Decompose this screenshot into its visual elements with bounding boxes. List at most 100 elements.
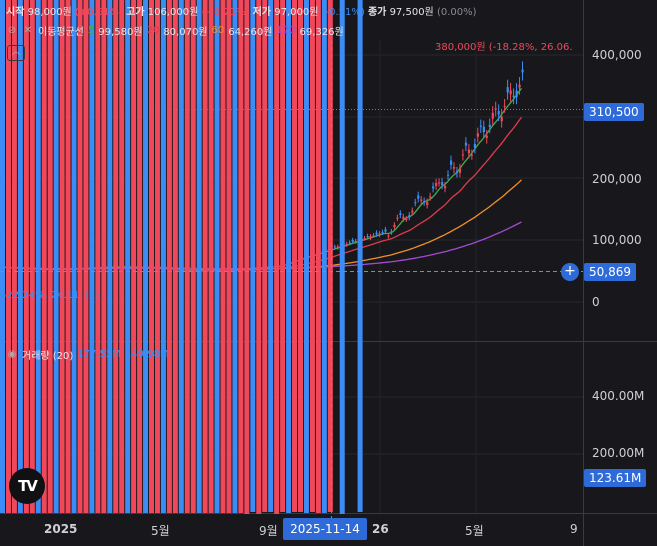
candle-body [479,125,482,127]
tradingview-logo[interactable]: TV [9,468,45,504]
candle-body [363,238,366,240]
price-tick-200k: 200,000 [592,172,642,186]
candle-body [414,202,417,204]
volume-bar [41,0,47,513]
candle-body [384,229,387,232]
ma-label: 이동평균선 [38,27,84,38]
volume-bar [298,0,303,512]
candle-body [345,243,348,245]
time-tick-sep: 9월 [259,524,278,538]
candle-body [503,105,506,107]
open-change: (+0.51%) [74,7,123,18]
price-tick-400k: 400,000 [592,48,642,62]
low-change: (-0.51%) [321,7,365,18]
candle-body [411,210,414,213]
candle-body [447,174,450,176]
volume-bar [166,0,172,513]
candle-body [506,87,509,93]
candle-body [429,196,432,198]
volume-bar [29,0,35,513]
candle-body [387,235,390,237]
candle-body [390,231,393,233]
ma120-value: 69,326원 [299,27,344,38]
candle-body [438,182,441,184]
ma20-period: 20 [146,25,160,36]
moving-average-legend: ⊘ ✕ 이동평균선 5 99,580원 20 80,070원 60 64,260… [6,23,344,39]
low-label: 저가 [252,7,272,18]
eye-icon[interactable]: ◉ [7,348,17,360]
candle-body [509,90,512,95]
ma20-value: 80,070원 [163,27,208,38]
candle-body [452,166,456,169]
volume-bar [77,0,83,513]
period-high-annotation: 380,000원 (-18.28%, 26.06. [435,42,573,53]
candle-body [482,126,485,133]
volume-bar [202,0,208,513]
candle-body [461,154,465,156]
ma120-period: 120 [276,25,296,36]
volume-bar [23,0,29,513]
eye-hidden-icon[interactable]: ⊘ [7,24,17,36]
volume-bar [274,0,280,514]
ma5-value: 99,580원 [98,27,143,38]
close-icon[interactable]: ✕ [23,24,33,36]
volume-bar [232,0,238,513]
candle-body [500,116,503,122]
volume-bar [59,0,65,513]
candle-body [432,186,435,189]
low-value: 97,000원 [274,7,319,18]
candle-body [470,154,474,156]
candle-body [333,246,336,248]
volume-bar [101,0,107,513]
crosshair-price-tag: 50,869 [584,263,636,281]
volume-bar [292,0,298,512]
volume-label: 거래량 (20) [22,351,74,362]
candle-body [393,224,396,228]
volume-bar [220,0,226,513]
volume-bar [286,0,292,513]
volume-bar [226,0,232,513]
volume-bar [119,0,125,513]
last-volume-tag: 123.61M [584,469,647,487]
volume-bar [256,0,262,514]
candle-body [491,112,494,119]
volume-bar [35,0,41,513]
candle-body [396,217,399,219]
volume-bar [268,0,274,512]
collapse-legend-button[interactable]: ︿ [7,45,25,61]
candle-body [458,168,462,173]
volume-bars [0,0,363,514]
volume-bar [208,0,214,513]
candle-body [485,135,488,138]
volume-bar [5,0,11,513]
candle-body [464,142,468,146]
candle-body [488,124,491,127]
volume-bar [149,0,154,513]
volume-bar [113,0,119,513]
volume-bar [321,0,327,513]
volume-bar [327,0,333,512]
volume-bar [339,0,345,514]
candle-body [366,235,369,238]
high-value: 106,000원 [147,7,199,18]
candle-body [348,242,351,244]
volume-bar [107,0,113,513]
close-change: (0.00%) [436,7,477,18]
high-label: 고가 [126,7,145,18]
candle-body [467,149,471,154]
ohlc-legend: 시작 98,000원 (+0.51%) 고가 106,000원 (+8.71%)… [6,3,477,18]
add-alert-button[interactable]: + [561,263,579,281]
time-tick-may-2026: 5월 [465,524,484,538]
volume-bar [47,0,53,513]
volume-bar [95,0,101,513]
volume-bar [89,0,95,513]
volume-bar [315,0,321,513]
time-tick-2025: 2025 [44,522,78,536]
candle-body [381,232,384,234]
candle-body [441,182,444,186]
candle-body [372,235,375,237]
volume-bar [125,0,131,513]
candle-body [375,232,378,235]
candle-body [354,240,357,242]
